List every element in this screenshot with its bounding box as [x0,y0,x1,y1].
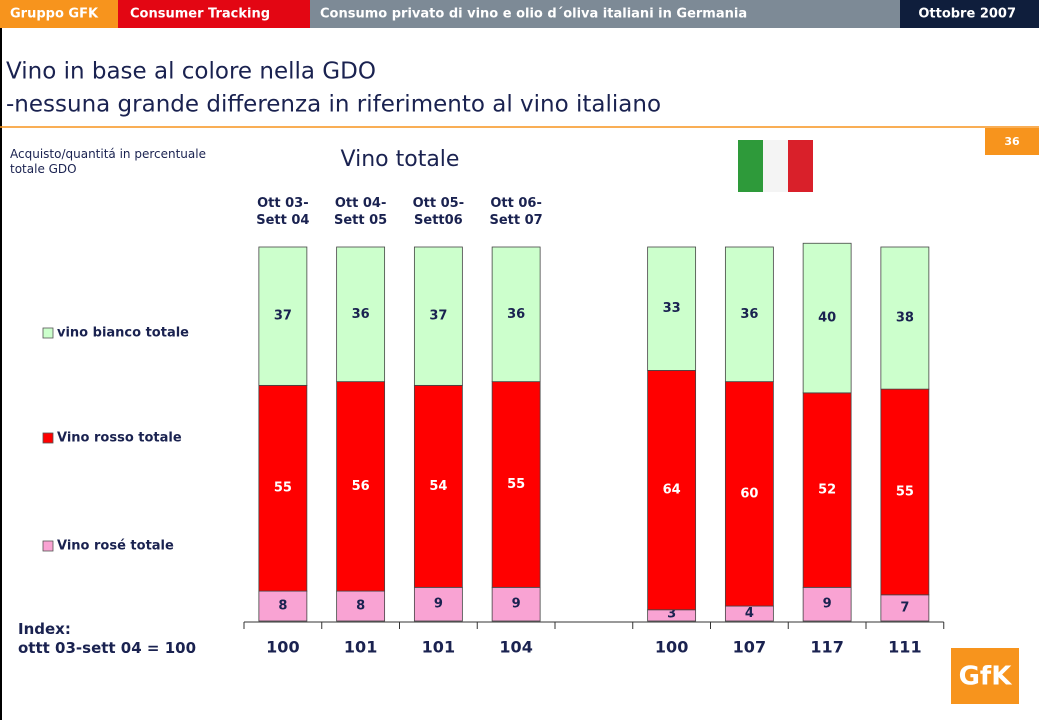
page-number: 36 [1004,135,1020,148]
bar-segment [647,246,697,371]
index-value: 107 [733,638,766,657]
header-company-bg [0,0,118,28]
index-label: Index: ottt 03-sett 04 = 100 [18,620,197,657]
legend-swatch [42,540,54,552]
title-line: Vino in base al colore nella GDO [6,59,376,85]
bar-segment [258,590,308,622]
x-tick-label: Ott 03- Sett 04 [256,196,310,228]
header-section: Consumer Tracking [130,7,270,22]
chart-title: Vino totale [341,147,460,172]
bar-segment [724,246,774,383]
index-value: 101 [422,638,455,657]
bar-segment [880,246,930,390]
chart-subtitle: Acquisto/quantitá in percentuale totale … [10,147,206,176]
data-label: 60 [740,486,758,501]
data-label: 54 [429,479,447,494]
title-line: -nessuna grande differenza in riferiment… [6,92,661,118]
bar-segment [647,370,697,611]
logo-bg [951,648,1019,704]
data-label: 55 [896,484,914,499]
bar-segment [491,381,541,588]
logo: GfK [959,662,1013,692]
bar-segment [413,384,463,588]
index-value: 117 [810,638,843,657]
index-value: 111 [888,638,921,657]
data-label: 55 [507,477,525,492]
bar-segment [802,242,852,394]
header-company: Gruppo GFK [10,7,99,22]
x-tick-label: Ott 05- Sett06 [412,196,465,228]
bar-segment [336,381,386,592]
data-label: 9 [823,597,832,612]
data-label: 7 [900,600,909,615]
header-topic: Consumo privato di vino e olio d´oliva i… [320,7,747,22]
x-tick-label: Ott 06- Sett 07 [489,196,543,228]
data-label: 8 [278,599,287,614]
bar-segment [880,594,930,622]
data-label: 3 [667,607,676,622]
data-label: 36 [352,307,370,322]
header-section-bg [118,0,310,28]
data-label: 38 [896,311,914,326]
bar-segment [258,246,308,386]
index-value: 100 [266,638,299,657]
bar-segment [413,586,463,622]
data-label: 9 [512,597,521,612]
data-label: 33 [663,301,681,316]
data-label: 37 [274,309,292,324]
data-label: 36 [740,307,758,322]
bar-segment [336,590,386,622]
data-label: 52 [818,483,836,498]
x-tick-label: Ott 04- Sett 05 [334,196,388,228]
bar-segment [880,388,930,596]
header-date-bg [900,0,1039,28]
data-label: 64 [663,483,681,498]
bar-segment [258,384,308,592]
page-number-bg [985,128,1039,155]
data-label: 36 [507,307,525,322]
data-label: 55 [274,481,292,496]
bar-segment [491,586,541,622]
bar-segment [336,246,386,383]
header-date: Ottobre 2007 [918,7,1016,22]
legend-label: Vino rosé totale [57,539,174,554]
data-label: 4 [745,606,754,621]
bar-segment [802,392,852,588]
data-label: 40 [818,311,836,326]
index-value: 104 [499,638,532,657]
flag [738,140,813,192]
legend-label: Vino rosso totale [57,431,182,446]
legend-swatch [42,432,54,444]
data-label: 9 [434,597,443,612]
data-label: 8 [356,599,365,614]
index-value: 101 [344,638,377,657]
legend-label: vino bianco totale [57,326,189,341]
legend-swatch [42,327,54,339]
data-label: 37 [429,309,447,324]
bar-segment [491,246,541,383]
bar-segment [724,381,774,607]
index-value: 100 [655,638,688,657]
header-topic-bg [310,0,900,28]
bar-segment [413,246,463,386]
data-label: 56 [352,479,370,494]
